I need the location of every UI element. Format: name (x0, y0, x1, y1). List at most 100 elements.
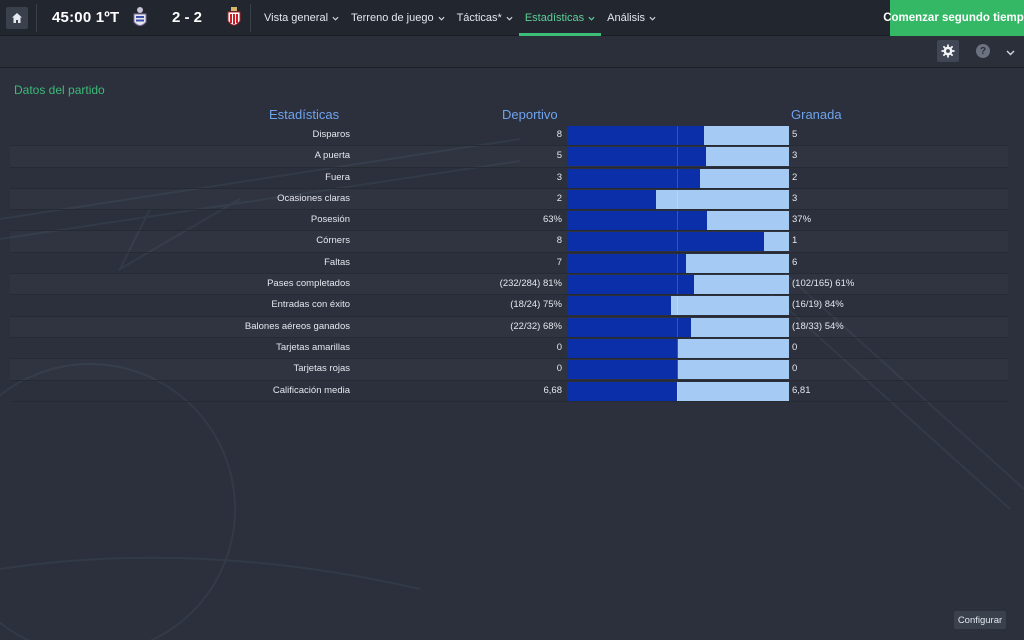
away-value: 3 (792, 150, 798, 162)
sub-bar: ? (0, 36, 1024, 68)
settings-button[interactable] (937, 40, 959, 62)
away-value: (16/19) 84% (792, 299, 844, 311)
stat-label: Disparos (312, 129, 351, 140)
comparison-bar (567, 338, 789, 358)
stat-label: A puerta (314, 150, 350, 162)
stat-row: Tarjetas amarillas 0 0 (10, 338, 1008, 360)
divider (250, 4, 251, 32)
comparison-bar (567, 232, 789, 252)
home-value: 2 (556, 192, 562, 204)
help-icon[interactable]: ? (976, 44, 990, 58)
chevron-down-icon[interactable] (1006, 48, 1015, 57)
home-value: 7 (556, 256, 562, 268)
tab-label: Vista general (264, 12, 329, 24)
tab-label: Estadísticas (524, 12, 585, 24)
home-share-fill (567, 360, 678, 380)
midline (677, 253, 678, 273)
stat-row: Córners 8 1 (10, 231, 1008, 253)
home-share-fill (567, 211, 707, 231)
tab-label: Análisis (607, 12, 646, 24)
match-score: 2 - 2 (172, 9, 203, 26)
home-value: 0 (556, 341, 562, 353)
configure-button[interactable]: Configurar (954, 611, 1006, 629)
home-share-fill (567, 296, 671, 316)
stat-row: Faltas 7 6 (10, 253, 1008, 275)
stat-label: Córners (316, 235, 350, 247)
stat-row: Fuera 3 2 (10, 168, 1008, 189)
home-share-fill (567, 317, 691, 337)
midline (677, 147, 678, 167)
tab-vista-general[interactable]: Vista general (258, 0, 345, 36)
granada-crest-icon (227, 7, 241, 26)
chevron-down-icon (438, 16, 445, 21)
match-stats-panel: Datos del partido Estadísticas Deportivo… (0, 69, 1024, 640)
stat-label: Faltas (324, 256, 350, 268)
home-value: 5 (556, 150, 562, 162)
stat-row: Entradas con éxito (18/24) 75% (16/19) 8… (10, 295, 1008, 317)
stat-label: Entradas con éxito (271, 299, 350, 311)
main-nav: Vista general Terreno de juego Tácticas*… (258, 0, 662, 36)
stats-column-header: Estadísticas (269, 107, 340, 122)
midline (677, 296, 678, 316)
tab-terreno-de-juego[interactable]: Terreno de juego (345, 0, 451, 36)
home-share-fill (567, 232, 764, 252)
match-clock: 45:00 1ºT (52, 9, 120, 26)
chevron-down-icon (506, 16, 513, 21)
comparison-bar (567, 360, 789, 380)
away-value: 37% (792, 214, 812, 226)
home-value: 8 (556, 235, 562, 247)
midline (677, 317, 678, 337)
midline (677, 360, 678, 380)
comparison-bar (567, 126, 789, 145)
comparison-bar (567, 189, 789, 209)
stat-label: Tarjetas amarillas (276, 341, 350, 353)
home-share-fill (567, 147, 706, 167)
midline (677, 338, 678, 358)
tab-estadisticas[interactable]: Estadísticas (518, 0, 602, 36)
home-share-fill (567, 126, 704, 145)
home-value: 3 (556, 171, 562, 183)
stat-label: Fuera (325, 171, 350, 183)
deportivo-crest-icon (133, 7, 147, 26)
home-team-header: Deportivo (502, 107, 558, 122)
top-bar: 45:00 1ºT 2 - 2 Vista general Terreno de… (0, 0, 1024, 36)
stat-row: Ocasiones claras 2 3 (10, 189, 1008, 211)
home-share-fill (567, 381, 677, 401)
stat-row: A puerta 5 3 (10, 146, 1008, 168)
away-value: (102/165) 61% (792, 278, 855, 290)
stat-label: Balones aéreos ganados (244, 320, 350, 332)
start-second-half-button[interactable]: Comenzar segundo tiempo (883, 0, 1024, 36)
away-value: 2 (792, 171, 798, 183)
stats-table: Disparos 8 5 A puerta 5 3 Fuera 3 2 Ocas… (10, 125, 1008, 402)
midline (677, 189, 678, 209)
home-value: (232/284) 81% (499, 278, 562, 290)
home-share-fill (567, 168, 700, 188)
away-team-header: Granada (791, 107, 842, 122)
comparison-bar (567, 275, 789, 295)
home-button[interactable] (6, 7, 28, 29)
midline (677, 275, 678, 295)
home-share-fill (567, 275, 694, 295)
chevron-down-icon (588, 16, 595, 21)
away-value: 1 (792, 235, 798, 247)
home-value: 63% (542, 214, 562, 226)
comparison-bar (567, 381, 789, 401)
away-value: (18/33) 54% (792, 320, 844, 332)
stat-row: Posesión 63% 37% (10, 210, 1008, 232)
midline (677, 168, 678, 188)
home-share-fill (567, 338, 678, 358)
away-value: 5 (792, 129, 798, 140)
midline (677, 211, 678, 231)
tab-label: Terreno de juego (351, 12, 434, 24)
tab-tacticas[interactable]: Tácticas* (451, 0, 519, 36)
panel-title: Datos del partido (14, 83, 105, 97)
stat-label: Pases completados (267, 278, 350, 290)
away-value: 0 (792, 341, 798, 353)
stat-label: Posesión (310, 214, 350, 226)
divider (36, 4, 37, 32)
away-value: 6,81 (792, 384, 811, 396)
tab-label: Tácticas* (456, 12, 502, 24)
home-value: 8 (556, 129, 562, 140)
away-value: 0 (792, 363, 798, 375)
tab-analisis[interactable]: Análisis (601, 0, 662, 36)
